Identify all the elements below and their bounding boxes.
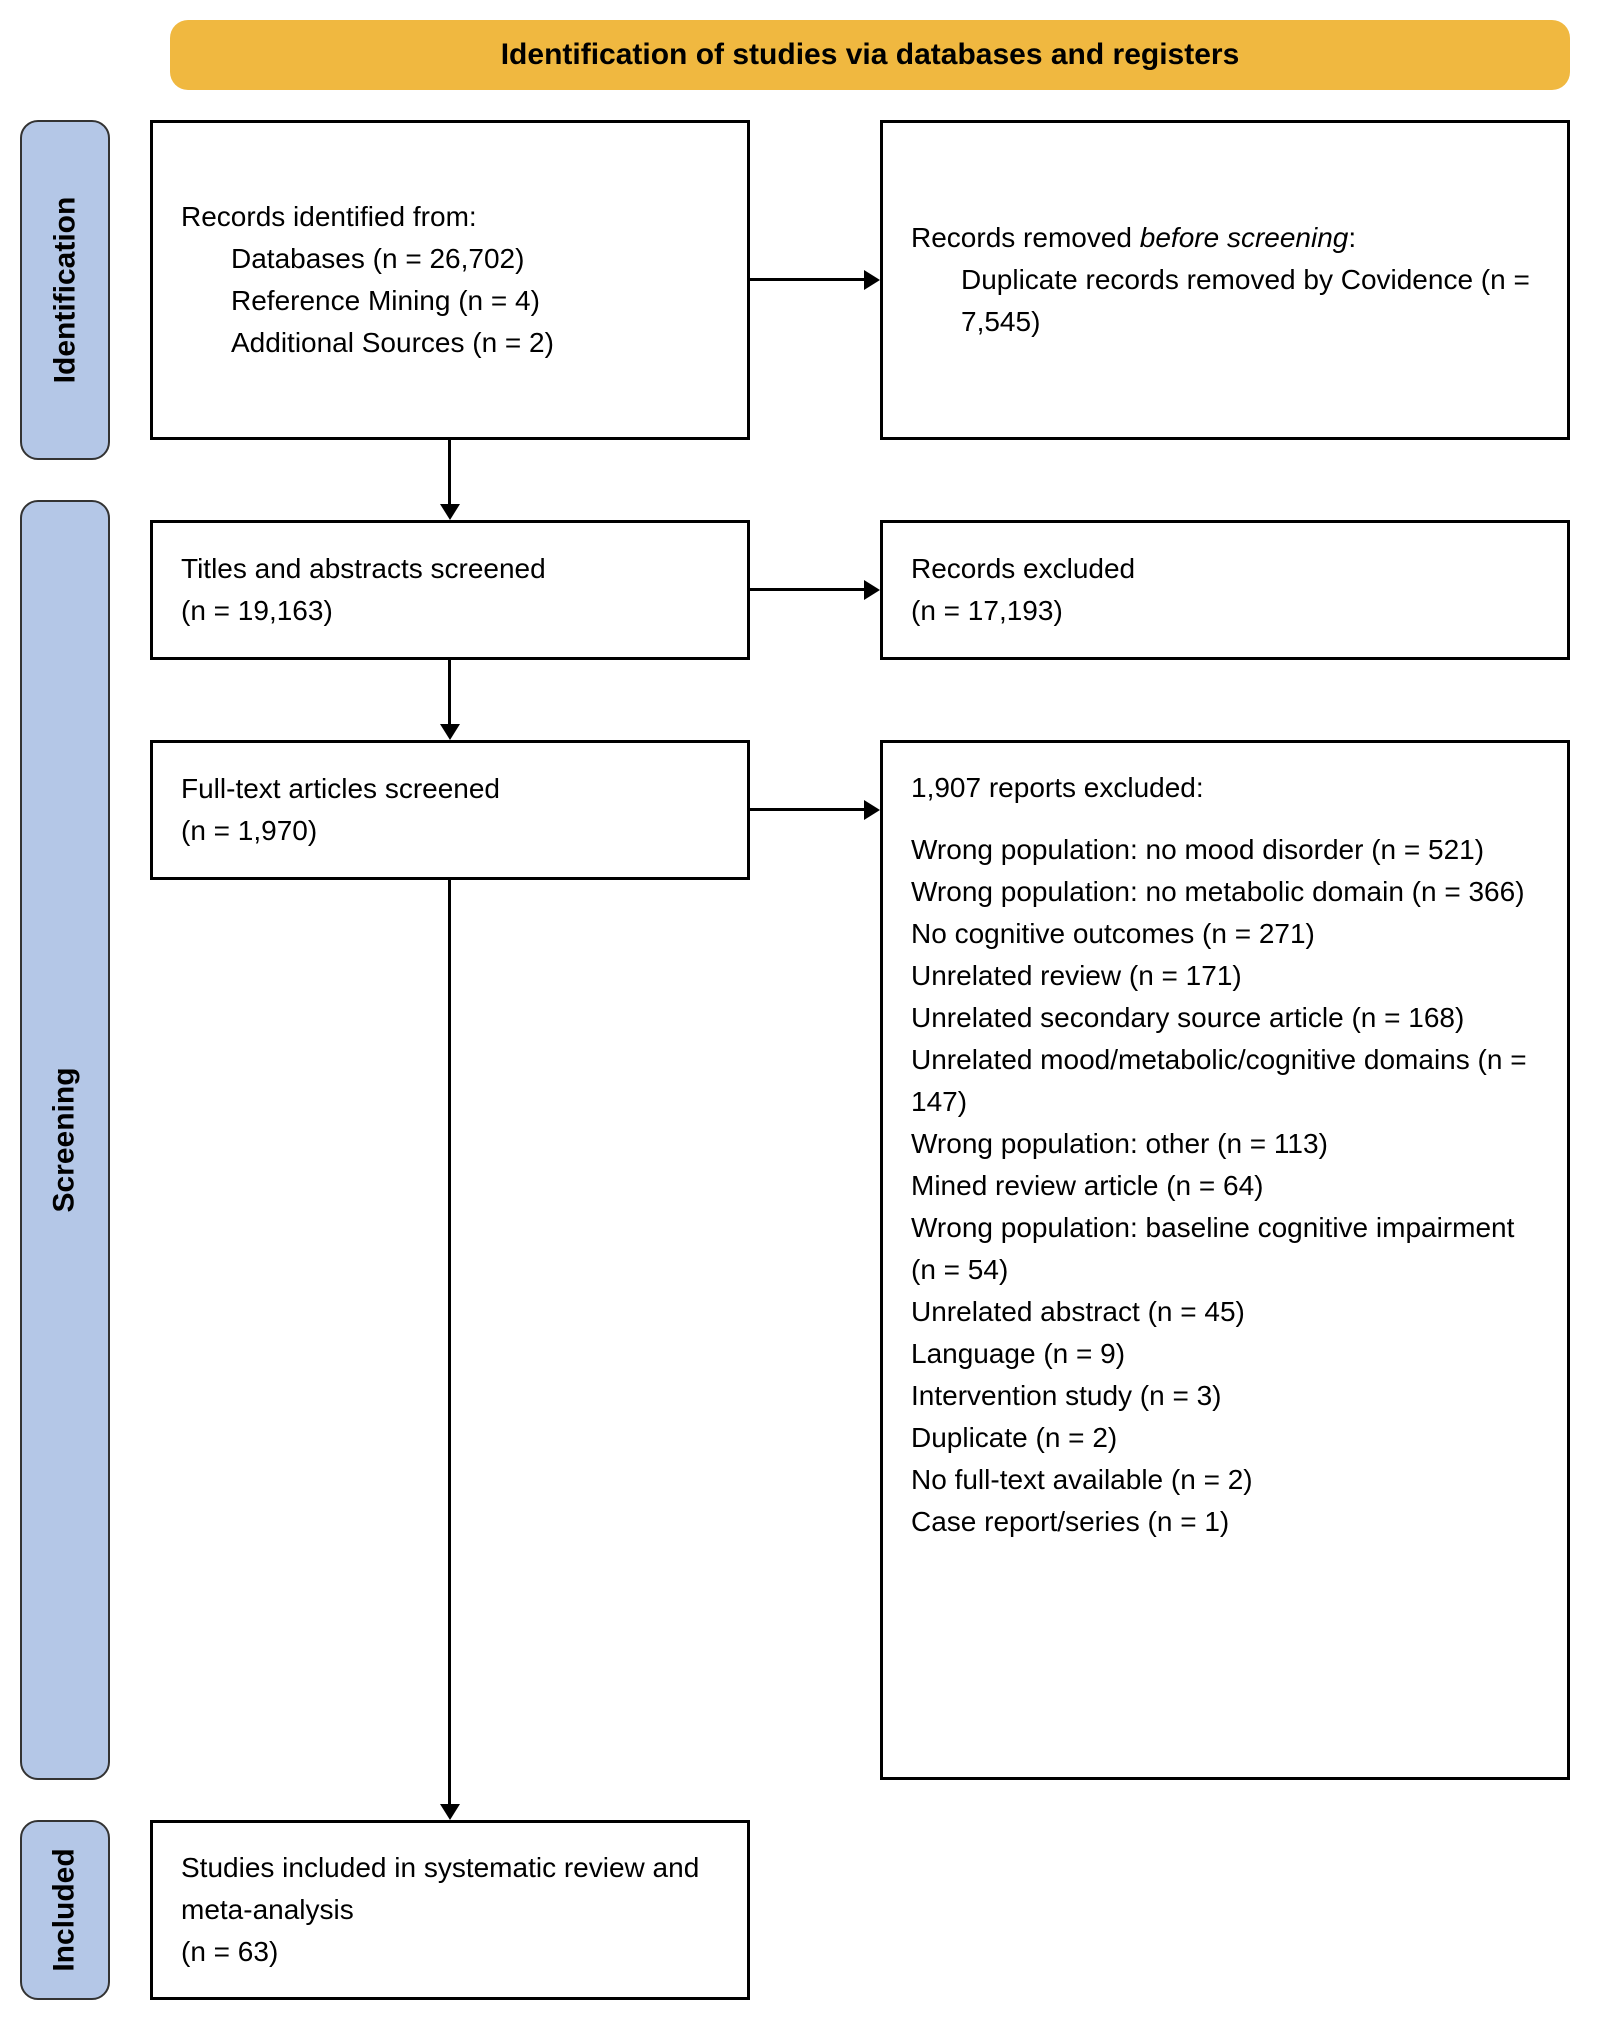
header-banner: Identification of studies via databases …: [170, 20, 1570, 90]
stage-identification-label: Identification: [48, 197, 82, 384]
reports-item-14: Case report/series (n = 1): [911, 1501, 1539, 1543]
included-line2: (n = 63): [181, 1931, 719, 1973]
reports-item-7: Mined review article (n = 64): [911, 1165, 1539, 1207]
excluded-line2: (n = 17,193): [911, 590, 1539, 632]
titles-line1: Titles and abstracts screened: [181, 548, 719, 590]
removed-line2: Duplicate records removed by Covidence (…: [911, 259, 1539, 343]
arrow-titles-head: [864, 580, 880, 600]
stage-included: Included: [20, 1820, 110, 2000]
arrow-fulltext-down: [448, 880, 451, 1804]
reports-item-0: Wrong population: no mood disorder (n = …: [911, 829, 1539, 871]
excluded-line1: Records excluded: [911, 548, 1539, 590]
stage-identification: Identification: [20, 120, 110, 460]
arrow-titles-down-head: [440, 724, 460, 740]
reports-item-1: Wrong population: no metabolic domain (n…: [911, 871, 1539, 913]
reports-item-13: No full-text available (n = 2): [911, 1459, 1539, 1501]
reports-item-2: No cognitive outcomes (n = 271): [911, 913, 1539, 955]
prisma-flowchart: Identification of studies via databases …: [20, 20, 1580, 2004]
reports-item-10: Language (n = 9): [911, 1333, 1539, 1375]
ident-line2: Databases (n = 26,702): [181, 238, 719, 280]
included-line1: Studies included in systematic review an…: [181, 1847, 719, 1931]
box-fulltext: Full-text articles screened (n = 1,970): [150, 740, 750, 880]
box-included: Studies included in systematic review an…: [150, 1820, 750, 2000]
box-titles-screened: Titles and abstracts screened (n = 19,16…: [150, 520, 750, 660]
arrow-ident-h: [750, 278, 864, 281]
reports-item-3: Unrelated review (n = 171): [911, 955, 1539, 997]
reports-item-4: Unrelated secondary source article (n = …: [911, 997, 1539, 1039]
arrow-titles-down: [448, 660, 451, 724]
arrow-titles-h: [750, 588, 864, 591]
ident-line4: Additional Sources (n = 2): [181, 322, 719, 364]
arrow-fulltext-h: [750, 808, 864, 811]
stage-included-label: Included: [48, 1848, 82, 1971]
titles-line2: (n = 19,163): [181, 590, 719, 632]
ident-line3: Reference Mining (n = 4): [181, 280, 719, 322]
box-records-excluded: Records excluded (n = 17,193): [880, 520, 1570, 660]
box-reports-excluded: 1,907 reports excluded: Wrong population…: [880, 740, 1570, 1780]
fulltext-line2: (n = 1,970): [181, 810, 719, 852]
reports-item-5: Unrelated mood/metabolic/cognitive domai…: [911, 1039, 1539, 1123]
reports-item-12: Duplicate (n = 2): [911, 1417, 1539, 1459]
stage-screening-label: Screening: [48, 1067, 82, 1212]
reports-item-11: Intervention study (n = 3): [911, 1375, 1539, 1417]
arrow-ident-down: [448, 440, 451, 504]
reports-item-6: Wrong population: other (n = 113): [911, 1123, 1539, 1165]
arrow-ident-down-head: [440, 504, 460, 520]
removed-line1: Records removed before screening:: [911, 217, 1539, 259]
arrow-fulltext-down-head: [440, 1804, 460, 1820]
box-records-identified: Records identified from: Databases (n = …: [150, 120, 750, 440]
arrow-ident-head: [864, 270, 880, 290]
ident-line1: Records identified from:: [181, 196, 719, 238]
box-records-removed: Records removed before screening: Duplic…: [880, 120, 1570, 440]
stage-screening: Screening: [20, 500, 110, 1780]
fulltext-line1: Full-text articles screened: [181, 768, 719, 810]
header-text: Identification of studies via databases …: [501, 38, 1240, 72]
reports-item-9: Unrelated abstract (n = 45): [911, 1291, 1539, 1333]
reports-item-8: Wrong population: baseline cognitive imp…: [911, 1207, 1539, 1291]
arrow-fulltext-head: [864, 800, 880, 820]
reports-title: 1,907 reports excluded:: [911, 767, 1539, 809]
